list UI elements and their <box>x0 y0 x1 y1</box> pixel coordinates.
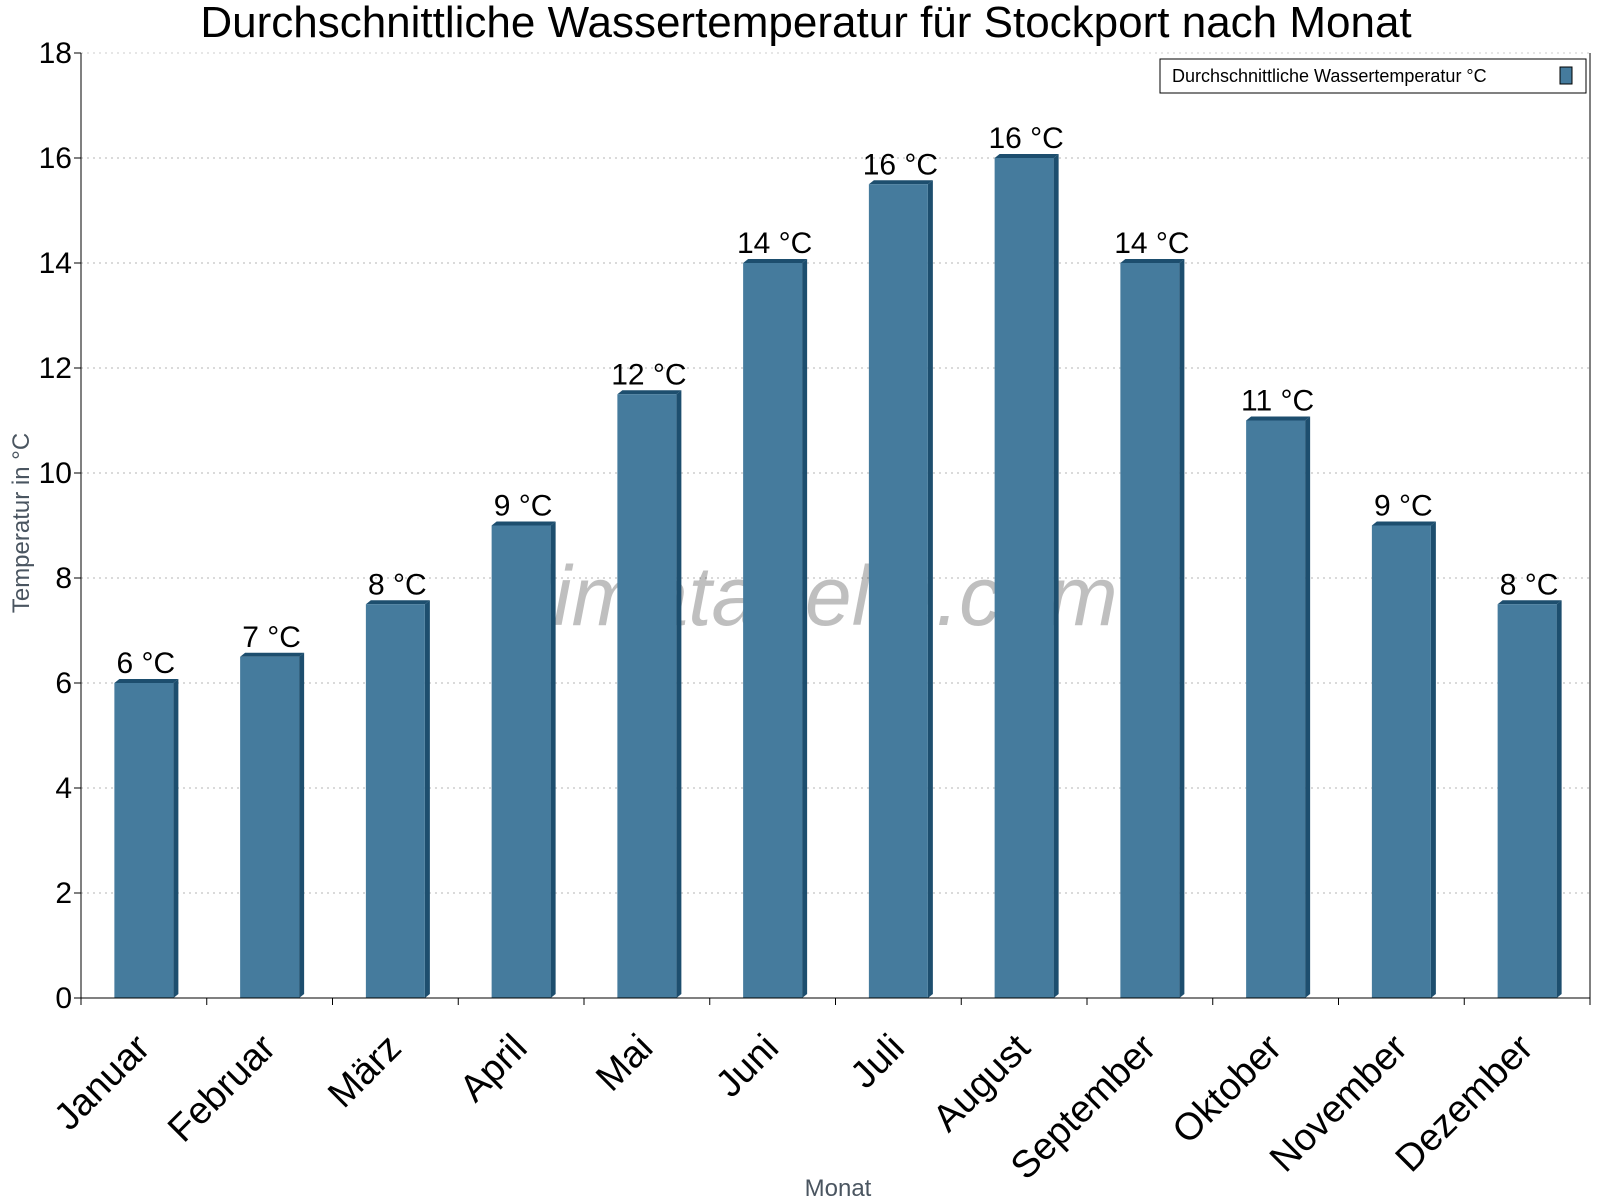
y-tick-label: 16 <box>39 142 72 175</box>
bar-side-face <box>802 259 808 998</box>
bar-value-label: 14 °C <box>737 227 812 260</box>
bar-top-face <box>1246 416 1311 421</box>
legend-swatch <box>1559 66 1573 85</box>
bar-top-face <box>491 521 556 526</box>
bar-side-face <box>299 652 305 998</box>
y-tick-label: 8 <box>55 562 72 595</box>
bar-top-face <box>114 679 179 683</box>
bar-top-face <box>743 259 808 263</box>
bar-side-face <box>550 521 556 998</box>
x-tick-label: Dezember <box>1388 1026 1542 1180</box>
x-tick-label: Januar <box>46 1026 158 1138</box>
x-tick-label: Mai <box>588 1027 661 1100</box>
bar-side-face <box>927 180 933 998</box>
bar <box>491 525 551 998</box>
bar-side-face <box>1179 259 1185 998</box>
bar <box>365 604 425 998</box>
bar-top-face <box>617 390 682 395</box>
bar-side-face <box>1305 416 1311 998</box>
axes <box>74 52 1591 1005</box>
legend-box <box>1159 58 1587 94</box>
x-tick-label: April <box>452 1027 535 1110</box>
y-tick-label: 14 <box>39 247 72 280</box>
bar <box>1371 525 1431 998</box>
bar-top-face <box>1497 600 1562 605</box>
bar-side-face <box>676 390 682 998</box>
bar-value-label: 14 °C <box>1114 227 1189 260</box>
y-tick-label: 2 <box>55 877 72 910</box>
bar-value-label: 9 °C <box>494 490 553 523</box>
bar-top-face <box>1371 521 1436 526</box>
bar <box>743 263 803 998</box>
bar <box>868 184 928 998</box>
legend-label: Durchschnittliche Wassertemperatur °C <box>1172 66 1487 86</box>
bar-top-face <box>365 600 430 605</box>
bar-side-face <box>1053 154 1059 998</box>
bar-value-label: 7 °C <box>242 621 301 654</box>
y-tick-label: 18 <box>39 37 72 70</box>
bar-value-label: 8 °C <box>1500 568 1559 601</box>
bar <box>1120 263 1180 998</box>
y-tick-label: 6 <box>55 667 72 700</box>
x-tick-label: November <box>1262 1026 1416 1180</box>
bar-top-face <box>1120 259 1185 263</box>
bar <box>1497 604 1557 998</box>
y-tick-label: 10 <box>39 457 72 490</box>
x-tick-label: März <box>320 1027 409 1116</box>
x-tick-label: Oktober <box>1165 1026 1291 1152</box>
bar-value-label: 8 °C <box>368 568 427 601</box>
bar <box>994 158 1054 998</box>
grid <box>81 52 1590 894</box>
legend: Durchschnittliche Wassertemperatur °C <box>1159 58 1587 94</box>
bar-side-face <box>1556 600 1562 998</box>
bar <box>617 394 677 998</box>
bar <box>1246 420 1306 998</box>
bar-value-label: 16 °C <box>863 148 938 181</box>
y-tick-label: 12 <box>39 352 72 385</box>
y-tick-label: 4 <box>55 772 72 805</box>
x-tick-label: August <box>925 1026 1039 1140</box>
x-axis-title: Monat <box>805 1175 872 1200</box>
bars <box>114 154 1562 998</box>
bar-side-face <box>1430 521 1436 998</box>
bar-value-label: 12 °C <box>611 358 686 391</box>
y-axis-title: Temperatur in °C <box>8 433 35 613</box>
bar-top-face <box>994 154 1059 158</box>
bar <box>240 656 300 998</box>
bar-value-label: 16 °C <box>988 122 1063 155</box>
bar-side-face <box>424 600 430 998</box>
bar-side-face <box>173 679 179 998</box>
bar <box>114 683 174 998</box>
x-tick-label: Juni <box>708 1027 787 1106</box>
bar-value-label: 11 °C <box>1241 385 1314 418</box>
bar-top-face <box>240 652 305 657</box>
chart-title: Durchschnittliche Wassertemperatur für S… <box>200 0 1411 47</box>
x-tick-label: Februar <box>160 1026 284 1150</box>
bar-value-label: 6 °C <box>117 647 176 680</box>
bar-value-label: 9 °C <box>1374 490 1433 523</box>
bar-top-face <box>868 180 933 185</box>
x-tick-label: Juli <box>843 1027 913 1097</box>
y-tick-label: 0 <box>55 982 72 1015</box>
